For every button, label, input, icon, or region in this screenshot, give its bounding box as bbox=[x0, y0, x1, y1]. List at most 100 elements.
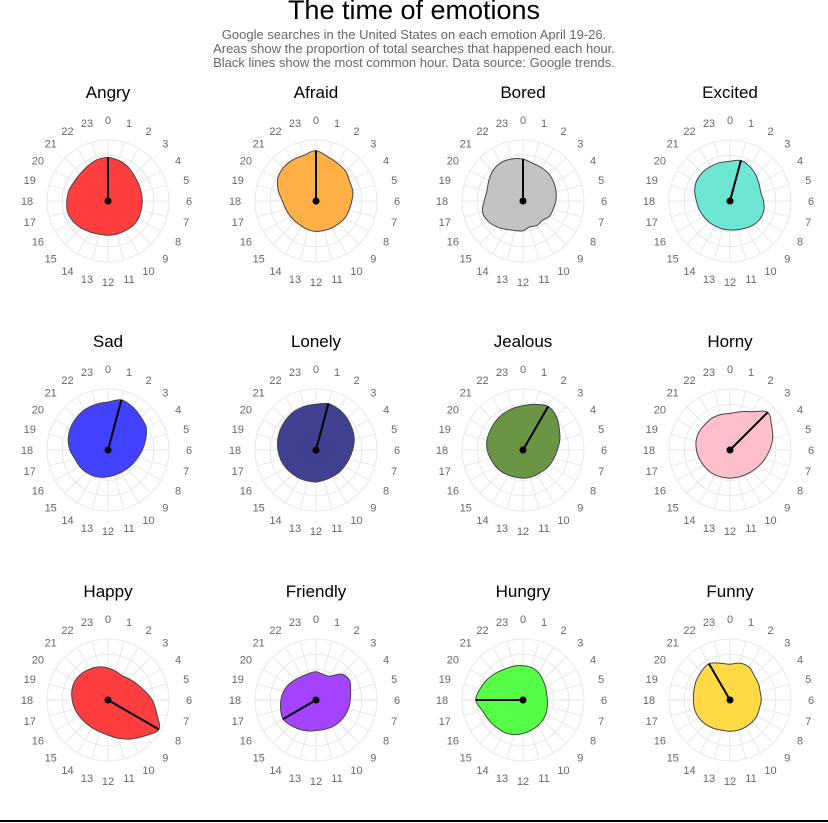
hour-tick-label: 21 bbox=[460, 638, 472, 650]
hour-tick-label: 0 bbox=[520, 614, 526, 626]
hour-tick-label: 5 bbox=[183, 175, 189, 187]
panel-title: Afraid bbox=[294, 83, 338, 102]
hour-tick-label: 21 bbox=[667, 638, 679, 650]
hour-tick-label: 2 bbox=[767, 126, 773, 138]
hour-tick-label: 4 bbox=[590, 405, 596, 417]
hour-tick-label: 4 bbox=[175, 655, 181, 667]
hour-tick-label: 9 bbox=[162, 752, 168, 764]
hour-tick-label: 5 bbox=[805, 674, 811, 686]
hour-tick-label: 2 bbox=[353, 375, 359, 387]
hour-tick-label: 11 bbox=[745, 773, 756, 785]
hour-tick-label: 12 bbox=[724, 277, 736, 289]
hour-tick-label: 0 bbox=[520, 364, 526, 376]
hour-tick-label: 7 bbox=[183, 466, 189, 478]
hour-tick-label: 17 bbox=[646, 217, 658, 229]
hour-tick-label: 23 bbox=[703, 617, 715, 629]
panel-title: Angry bbox=[86, 83, 131, 102]
hour-tick-label: 15 bbox=[460, 502, 472, 514]
hour-tick-label: 11 bbox=[123, 274, 134, 286]
hour-tick-label: 8 bbox=[175, 736, 181, 748]
hour-tick-label: 20 bbox=[447, 655, 459, 667]
hour-tick-label: 12 bbox=[517, 776, 529, 788]
hour-tick-label: 17 bbox=[439, 466, 451, 478]
hour-tick-label: 19 bbox=[439, 674, 451, 686]
hour-tick-label: 14 bbox=[683, 765, 695, 777]
series-area-jealous bbox=[486, 403, 561, 479]
hour-tick-label: 13 bbox=[289, 773, 301, 785]
center-dot bbox=[104, 446, 112, 454]
hour-tick-label: 15 bbox=[667, 502, 679, 514]
hour-tick-label: 20 bbox=[447, 405, 459, 417]
peak-hour-line bbox=[708, 663, 731, 701]
hour-tick-label: 16 bbox=[447, 237, 459, 249]
hour-tick-label: 17 bbox=[646, 466, 658, 478]
hour-tick-label: 5 bbox=[805, 175, 811, 187]
hour-tick-label: 8 bbox=[797, 486, 803, 498]
hour-tick-label: 6 bbox=[601, 695, 607, 707]
hour-tick-label: 8 bbox=[383, 486, 389, 498]
hour-tick-label: 4 bbox=[797, 156, 803, 168]
hour-tick-label: 20 bbox=[654, 156, 666, 168]
hour-tick-label: 11 bbox=[538, 274, 549, 286]
hour-tick-label: 20 bbox=[240, 156, 252, 168]
hour-tick-label: 4 bbox=[590, 156, 596, 168]
hour-tick-label: 16 bbox=[240, 237, 252, 249]
hour-tick-label: 7 bbox=[391, 716, 397, 728]
hour-tick-label: 3 bbox=[577, 388, 583, 400]
peak-hour-line bbox=[107, 699, 160, 731]
hour-tick-label: 21 bbox=[45, 638, 57, 650]
hour-tick-label: 18 bbox=[643, 695, 655, 707]
hour-tick-label: 8 bbox=[590, 486, 596, 498]
hour-tick-label: 8 bbox=[175, 237, 181, 249]
hour-tick-label: 0 bbox=[105, 364, 111, 376]
center-dot bbox=[104, 696, 112, 704]
hour-tick-label: 13 bbox=[703, 523, 715, 535]
hour-tick-label: 15 bbox=[460, 752, 472, 764]
hour-tick-label: 21 bbox=[460, 139, 472, 151]
hour-tick-label: 17 bbox=[646, 716, 658, 728]
hour-tick-label: 14 bbox=[476, 266, 488, 278]
hour-tick-label: 22 bbox=[683, 126, 695, 138]
hour-tick-label: 15 bbox=[45, 502, 57, 514]
hour-tick-label: 10 bbox=[350, 765, 362, 777]
hour-tick-label: 11 bbox=[745, 523, 756, 535]
hour-tick-label: 12 bbox=[517, 277, 529, 289]
hour-tick-label: 7 bbox=[391, 217, 397, 229]
hour-tick-label: 10 bbox=[557, 515, 569, 527]
hour-tick-label: 22 bbox=[61, 375, 73, 387]
hour-tick-label: 12 bbox=[310, 526, 322, 538]
hour-tick-label: 19 bbox=[24, 674, 36, 686]
hour-tick-label: 3 bbox=[577, 638, 583, 650]
hour-tick-label: 22 bbox=[476, 375, 488, 387]
hour-tick-label: 5 bbox=[391, 175, 397, 187]
hour-tick-label: 11 bbox=[123, 523, 134, 535]
hour-tick-label: 9 bbox=[162, 502, 168, 514]
hour-tick-label: 9 bbox=[162, 253, 168, 265]
hour-tick-label: 2 bbox=[767, 375, 773, 387]
peak-hour-line bbox=[729, 160, 742, 202]
hour-tick-label: 2 bbox=[560, 375, 566, 387]
hour-tick-label: 12 bbox=[517, 526, 529, 538]
hour-tick-label: 6 bbox=[601, 196, 607, 208]
hour-tick-label: 0 bbox=[313, 115, 319, 127]
hour-tick-label: 1 bbox=[541, 118, 547, 130]
hour-tick-label: 11 bbox=[538, 773, 549, 785]
hour-tick-label: 16 bbox=[447, 486, 459, 498]
hour-tick-label: 19 bbox=[232, 175, 244, 187]
peak-hour-line bbox=[729, 411, 769, 451]
hour-tick-label: 10 bbox=[764, 765, 776, 777]
hour-tick-label: 8 bbox=[383, 736, 389, 748]
hour-tick-label: 6 bbox=[601, 445, 607, 457]
hour-tick-label: 23 bbox=[81, 118, 93, 130]
hour-tick-label: 11 bbox=[331, 274, 342, 286]
hour-tick-label: 12 bbox=[102, 776, 114, 788]
hour-tick-label: 14 bbox=[61, 515, 73, 527]
panel-title: Lonely bbox=[291, 332, 342, 351]
hour-tick-label: 0 bbox=[727, 364, 733, 376]
hour-tick-label: 8 bbox=[590, 237, 596, 249]
hour-tick-label: 23 bbox=[496, 617, 508, 629]
hour-tick-label: 3 bbox=[162, 638, 168, 650]
hour-tick-label: 0 bbox=[313, 364, 319, 376]
